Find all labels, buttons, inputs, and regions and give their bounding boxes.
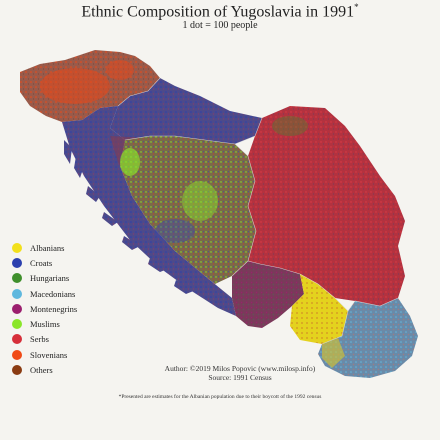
legend-swatch bbox=[12, 288, 22, 299]
region-montenegro bbox=[232, 261, 304, 328]
legend-item-serbs: Serbs bbox=[12, 332, 122, 347]
credits: Author: ©2019 Milos Popovic (www.milosp.… bbox=[150, 364, 330, 382]
legend-label: Serbs bbox=[30, 334, 49, 345]
region-croatia-coast bbox=[62, 106, 236, 316]
legend-item-albanians: Albanians bbox=[12, 240, 122, 255]
republic-borders bbox=[117, 77, 399, 345]
region-croatia-north bbox=[110, 78, 262, 144]
region-bosnia bbox=[120, 136, 256, 284]
legend-item-muslims: Muslims bbox=[12, 316, 122, 331]
map-area bbox=[0, 36, 440, 396]
legend-swatch bbox=[12, 273, 22, 284]
legend-label: Albanians bbox=[30, 242, 65, 253]
title-footnote-mark: * bbox=[354, 2, 359, 12]
croat-cluster bbox=[155, 219, 195, 243]
author-credit: Author: ©2019 Milos Popovic (www.milosp.… bbox=[164, 364, 316, 373]
footnote: *Presented are estimates for the Albania… bbox=[118, 394, 322, 400]
legend-label: Muslims bbox=[30, 319, 60, 330]
yugoslavia-map bbox=[20, 50, 418, 378]
muslim-cluster bbox=[120, 148, 140, 176]
legend-swatch bbox=[12, 365, 22, 376]
legend-item-macedonians: Macedonians bbox=[12, 286, 122, 301]
legend: Albanians Croats Hungarians Macedonians … bbox=[12, 240, 122, 378]
hungarian-cluster bbox=[272, 116, 308, 136]
legend-swatch bbox=[12, 257, 22, 268]
legend-swatch bbox=[12, 349, 22, 360]
legend-item-hungarians: Hungarians bbox=[12, 271, 122, 286]
page-title: Ethnic Composition of Yugoslavia in 1991… bbox=[0, 2, 440, 21]
slovenian-cluster bbox=[106, 60, 134, 80]
legend-item-others: Others bbox=[12, 362, 122, 377]
region-serbia bbox=[248, 106, 405, 306]
subtitle: 1 dot = 100 people bbox=[182, 20, 258, 31]
adriatic-islands bbox=[64, 140, 196, 294]
legend-swatch bbox=[12, 334, 22, 345]
legend-swatch bbox=[12, 319, 22, 330]
title-text: Ethnic Composition of Yugoslavia in 1991 bbox=[81, 3, 355, 21]
legend-item-slovenians: Slovenians bbox=[12, 347, 122, 362]
region-macedonia bbox=[318, 298, 418, 378]
legend-item-croats: Croats bbox=[12, 255, 122, 270]
legend-label: Slovenians bbox=[30, 349, 68, 360]
legend-swatch bbox=[12, 303, 22, 314]
legend-item-montenegrins: Montenegrins bbox=[12, 301, 122, 316]
legend-label: Others bbox=[30, 365, 53, 376]
muslim-cluster bbox=[182, 181, 218, 221]
legend-swatch bbox=[12, 242, 22, 253]
region-kosovo bbox=[290, 274, 348, 344]
legend-label: Montenegrins bbox=[30, 303, 78, 314]
legend-label: Macedonians bbox=[30, 288, 76, 299]
legend-label: Croats bbox=[30, 257, 53, 268]
source-credit: Source: 1991 Census bbox=[208, 373, 272, 382]
slovenian-cluster bbox=[40, 68, 110, 104]
legend-label: Hungarians bbox=[30, 273, 70, 284]
albanian-west-macedonia bbox=[322, 338, 345, 368]
